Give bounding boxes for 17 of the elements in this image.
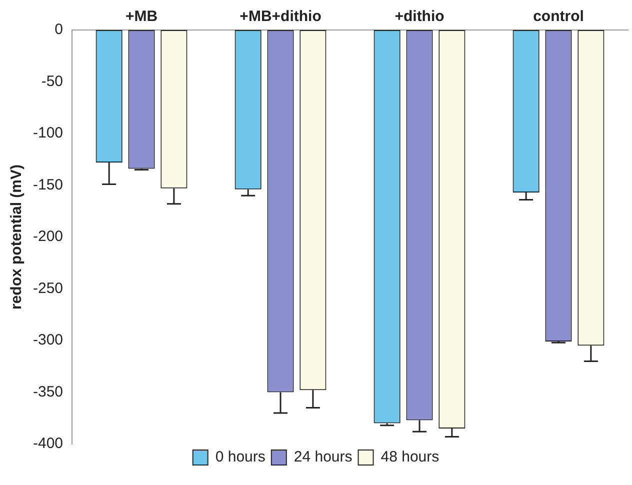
y-tick-label: -350	[32, 383, 64, 400]
x-tick-label: +MB+dithio	[240, 8, 322, 26]
legend-label: 0 hours	[215, 448, 266, 466]
y-tick-label: -400	[32, 435, 64, 452]
y-tick-label: -300	[32, 332, 64, 349]
y-tick-label: -50	[41, 72, 64, 90]
x-tick-label: +dithio	[394, 8, 444, 26]
y-axis-title: redox potential (mV)	[8, 164, 26, 310]
x-tick-label: control	[533, 8, 584, 26]
legend-label: 24 hours	[294, 448, 352, 466]
x-tick-label: +MB	[125, 8, 158, 26]
y-tick-label: -100	[32, 124, 64, 142]
y-tick-label: -200	[32, 228, 64, 246]
y-tick-label: 0	[54, 21, 64, 38]
y-tick-label: -150	[32, 176, 64, 194]
legend-label: 48 hours	[380, 448, 440, 466]
y-tick-label: -250	[32, 280, 64, 297]
